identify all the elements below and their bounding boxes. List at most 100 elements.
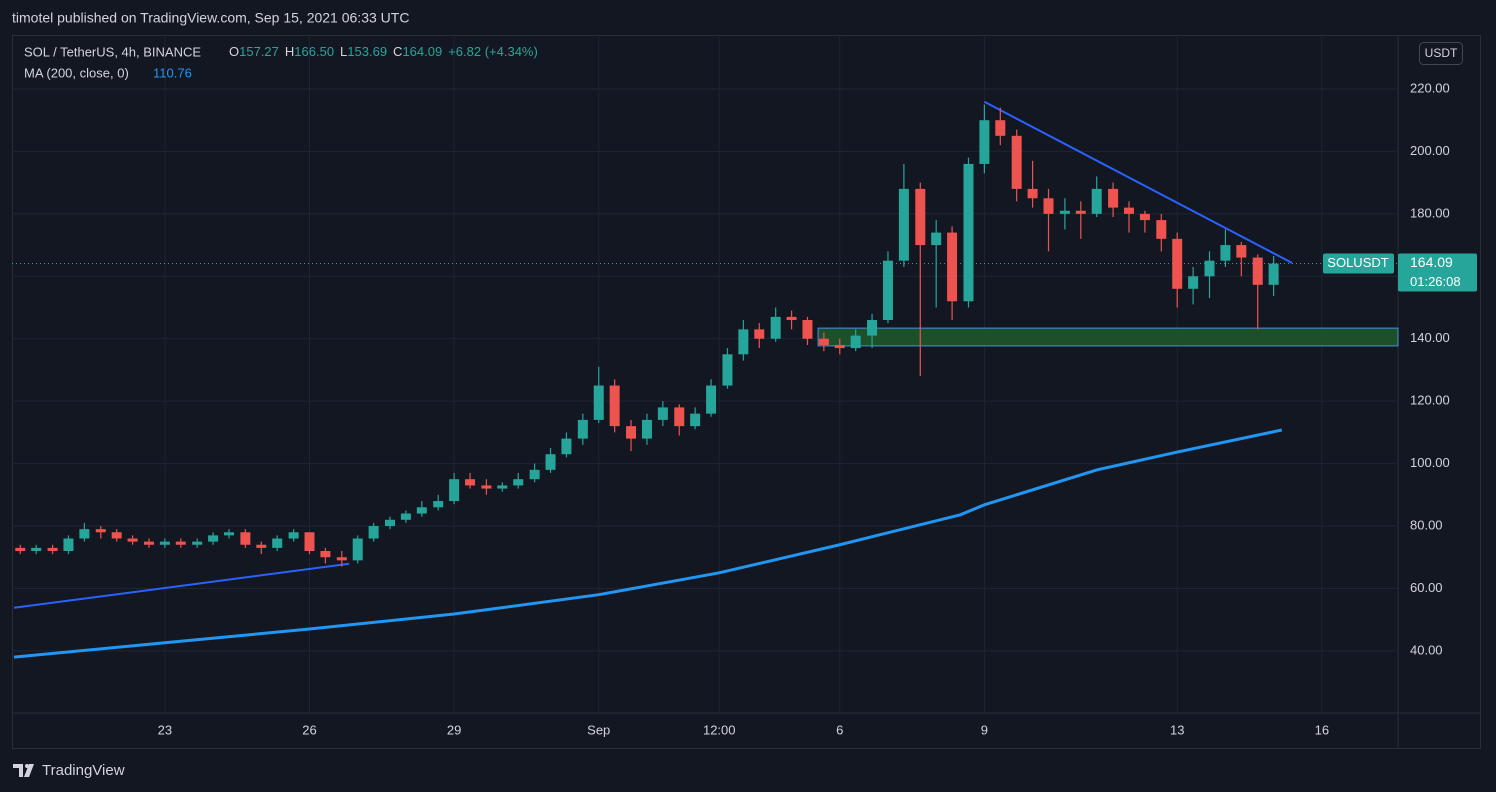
candle-body	[802, 319, 813, 339]
candle-body	[1139, 213, 1150, 221]
candle-body	[1188, 276, 1199, 289]
candle-body	[882, 260, 893, 320]
y-tick-label: 120.00	[1410, 393, 1450, 408]
candle-body	[915, 188, 926, 246]
candle-body	[256, 544, 267, 548]
y-tick-label: 60.00	[1410, 580, 1443, 595]
ohlc-legend: O157.27 H166.50 L153.69 C164.09 +6.82 (+4.34…	[229, 44, 538, 59]
price-tag	[1398, 253, 1477, 292]
candle-body	[192, 541, 203, 545]
candle-body	[657, 407, 668, 420]
candle-body	[449, 479, 460, 502]
candle-body	[786, 316, 797, 320]
footer: TradingView	[42, 762, 125, 779]
candle-body	[15, 547, 26, 551]
candle-body	[1059, 210, 1070, 214]
currency-button[interactable]	[1419, 42, 1463, 65]
candle-body	[272, 538, 283, 548]
ohlc-value: 157.27	[239, 44, 279, 59]
candle-body	[641, 419, 652, 439]
ohlc-label: O	[229, 44, 239, 59]
change: +6.82 (+4.34%)	[448, 44, 538, 59]
candle-body	[1220, 245, 1231, 261]
candle-body	[545, 454, 556, 470]
candle-body	[1091, 188, 1102, 214]
candle-body	[1108, 188, 1119, 208]
x-tick-label: Sep	[587, 722, 610, 737]
x-tick-label: 29	[447, 722, 461, 737]
candle-body	[898, 188, 909, 261]
y-tick-label: 100.00	[1410, 455, 1450, 470]
candle-body	[368, 526, 379, 539]
candle-body	[867, 319, 878, 336]
candle-body	[1011, 135, 1022, 189]
y-tick-label: 140.00	[1410, 330, 1450, 345]
candle-body	[754, 329, 765, 339]
candle-body	[79, 529, 90, 539]
candle-body	[320, 550, 331, 558]
y-tick-label: 80.00	[1410, 517, 1443, 532]
x-tick-label: 26	[302, 722, 316, 737]
candle-body	[738, 329, 749, 355]
candle-body	[400, 513, 411, 520]
candle-body	[143, 541, 154, 545]
ohlc-label: C	[393, 44, 402, 59]
x-tick-label: 12:00	[703, 722, 736, 737]
trendline	[13, 562, 350, 609]
candle-body	[1156, 220, 1167, 239]
candle-body	[240, 532, 251, 545]
candle-body	[513, 479, 524, 486]
candle-body	[288, 532, 299, 539]
x-tick-label: 16	[1315, 722, 1329, 737]
candle-body	[47, 547, 58, 551]
candle-body	[931, 232, 942, 246]
candle-body	[979, 120, 990, 164]
symbol-tag-label: SOLUSDT	[1327, 255, 1388, 270]
candle-body	[385, 519, 396, 527]
x-tick-label: 23	[158, 722, 172, 737]
candle-body	[593, 385, 604, 420]
y-tick-label: 40.00	[1410, 642, 1443, 657]
tv-logo	[13, 764, 34, 777]
ohlc-value: 164.09	[402, 44, 442, 59]
candle-body	[31, 547, 42, 551]
candle-body	[1268, 263, 1279, 285]
candle-body	[947, 232, 958, 302]
price-tag-countdown: 01:26:08	[1410, 274, 1461, 289]
candle-body	[1252, 257, 1263, 285]
moving-average	[13, 428, 1283, 659]
x-tick-label: 9	[981, 722, 988, 737]
candle-body	[674, 407, 685, 427]
candle-body	[1027, 188, 1038, 199]
ma-value: 110.76	[153, 65, 192, 80]
candle-body	[1124, 207, 1135, 214]
candle-body	[497, 485, 508, 489]
ohlc-value: 166.50	[294, 44, 334, 59]
candle-body	[63, 538, 74, 551]
candle-body	[175, 541, 186, 545]
currency[interactable]: USDT	[1425, 46, 1458, 60]
candle-body	[770, 316, 781, 339]
candle-body	[416, 507, 427, 514]
candle-body	[609, 385, 620, 427]
symbol-tag	[1323, 253, 1394, 274]
support-zone	[817, 327, 1399, 347]
ohlc-label: H	[285, 44, 294, 59]
chart-frame	[12, 35, 1481, 749]
candle-body	[834, 344, 845, 349]
candle-body	[336, 557, 347, 561]
candle-body	[995, 120, 1006, 136]
y-tick-label: 180.00	[1410, 205, 1450, 220]
candle-body	[481, 485, 492, 489]
candle-body	[850, 335, 861, 349]
trendline	[983, 100, 1293, 264]
candle-body	[1043, 198, 1054, 214]
candle-body	[561, 438, 572, 455]
header: timotel published on TradingView.com, Se…	[12, 10, 409, 26]
candle-body	[1236, 245, 1247, 258]
ohlc-value: 153.69	[347, 44, 387, 59]
candle-body	[95, 529, 106, 533]
ma-name: MA (200, close, 0)	[24, 65, 129, 80]
